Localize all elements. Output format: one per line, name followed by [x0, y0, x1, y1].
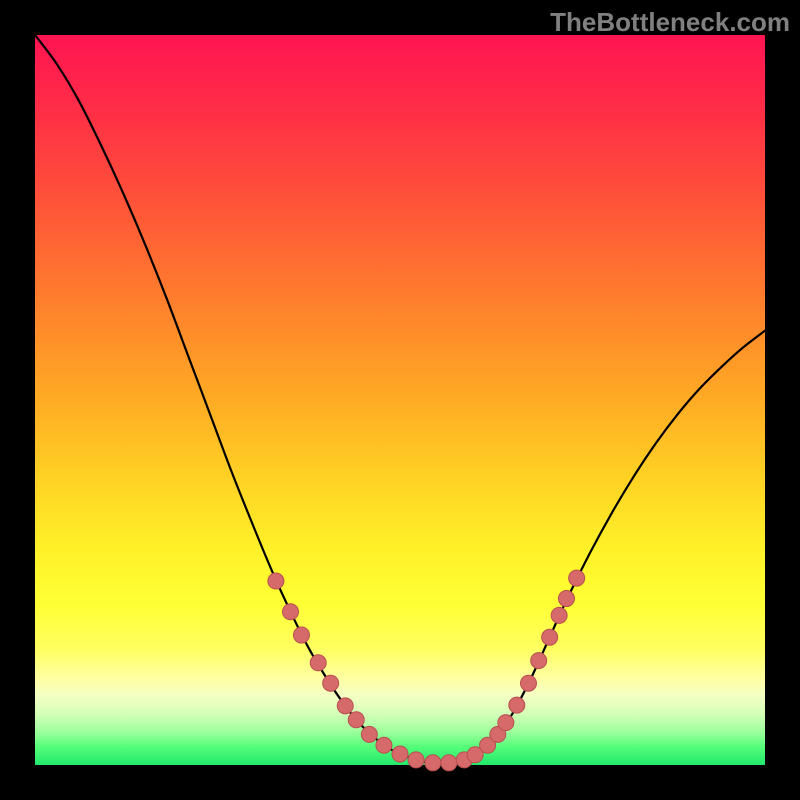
marker-group: [268, 570, 585, 771]
marker-dot: [283, 604, 299, 620]
marker-dot: [520, 675, 536, 691]
marker-dot: [268, 573, 284, 589]
marker-dot: [558, 591, 574, 607]
v-curve-path: [35, 35, 765, 763]
marker-dot: [542, 629, 558, 645]
marker-dot: [376, 737, 392, 753]
marker-dot: [441, 755, 457, 771]
marker-dot: [498, 715, 514, 731]
marker-dot: [361, 726, 377, 742]
marker-dot: [531, 653, 547, 669]
marker-dot: [551, 607, 567, 623]
marker-dot: [337, 698, 353, 714]
curve-svg: [35, 35, 765, 765]
marker-dot: [348, 712, 364, 728]
marker-dot: [425, 755, 441, 771]
marker-dot: [310, 655, 326, 671]
marker-dot: [392, 746, 408, 762]
marker-dot: [509, 697, 525, 713]
marker-dot: [323, 675, 339, 691]
watermark-text: TheBottleneck.com: [550, 7, 790, 38]
marker-dot: [408, 752, 424, 768]
plot-area: [35, 35, 765, 765]
marker-dot: [569, 570, 585, 586]
marker-dot: [293, 627, 309, 643]
